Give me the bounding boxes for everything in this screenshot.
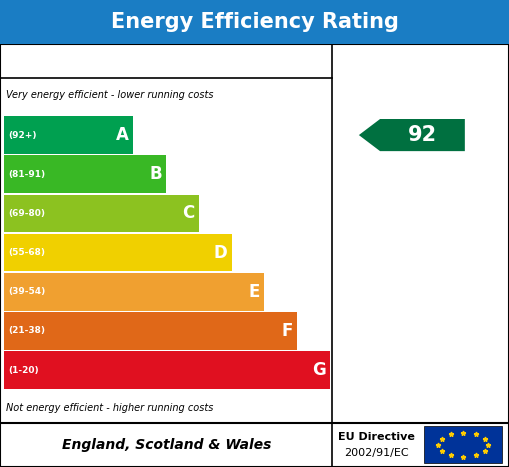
- Text: 2002/91/EC: 2002/91/EC: [344, 448, 409, 458]
- Text: (1-20): (1-20): [8, 366, 39, 375]
- Bar: [4, 234, 232, 271]
- Text: D: D: [214, 244, 228, 262]
- Text: G: G: [312, 361, 326, 379]
- Text: (92+): (92+): [8, 131, 37, 140]
- Text: (69-80): (69-80): [8, 209, 45, 218]
- Polygon shape: [359, 119, 465, 151]
- Text: 92: 92: [408, 125, 437, 145]
- Text: (81-91): (81-91): [8, 170, 45, 179]
- Bar: [4, 116, 133, 154]
- Bar: [4, 195, 199, 232]
- Bar: [4, 312, 297, 350]
- Bar: [4, 273, 264, 311]
- Text: EU Directive: EU Directive: [338, 432, 415, 442]
- Bar: [424, 426, 502, 463]
- Text: A: A: [117, 126, 129, 144]
- Text: Energy Efficiency Rating: Energy Efficiency Rating: [110, 12, 399, 32]
- Bar: [4, 351, 330, 389]
- Text: Not energy efficient - higher running costs: Not energy efficient - higher running co…: [6, 403, 213, 412]
- Bar: [4, 156, 166, 193]
- Text: (55-68): (55-68): [8, 248, 45, 257]
- Text: E: E: [249, 283, 260, 301]
- Text: (21-38): (21-38): [8, 326, 45, 335]
- Text: B: B: [149, 165, 162, 183]
- Text: (39-54): (39-54): [8, 287, 45, 296]
- Text: Very energy efficient - lower running costs: Very energy efficient - lower running co…: [6, 91, 214, 100]
- Text: F: F: [281, 322, 293, 340]
- Text: England, Scotland & Wales: England, Scotland & Wales: [62, 438, 271, 452]
- Text: C: C: [183, 205, 195, 222]
